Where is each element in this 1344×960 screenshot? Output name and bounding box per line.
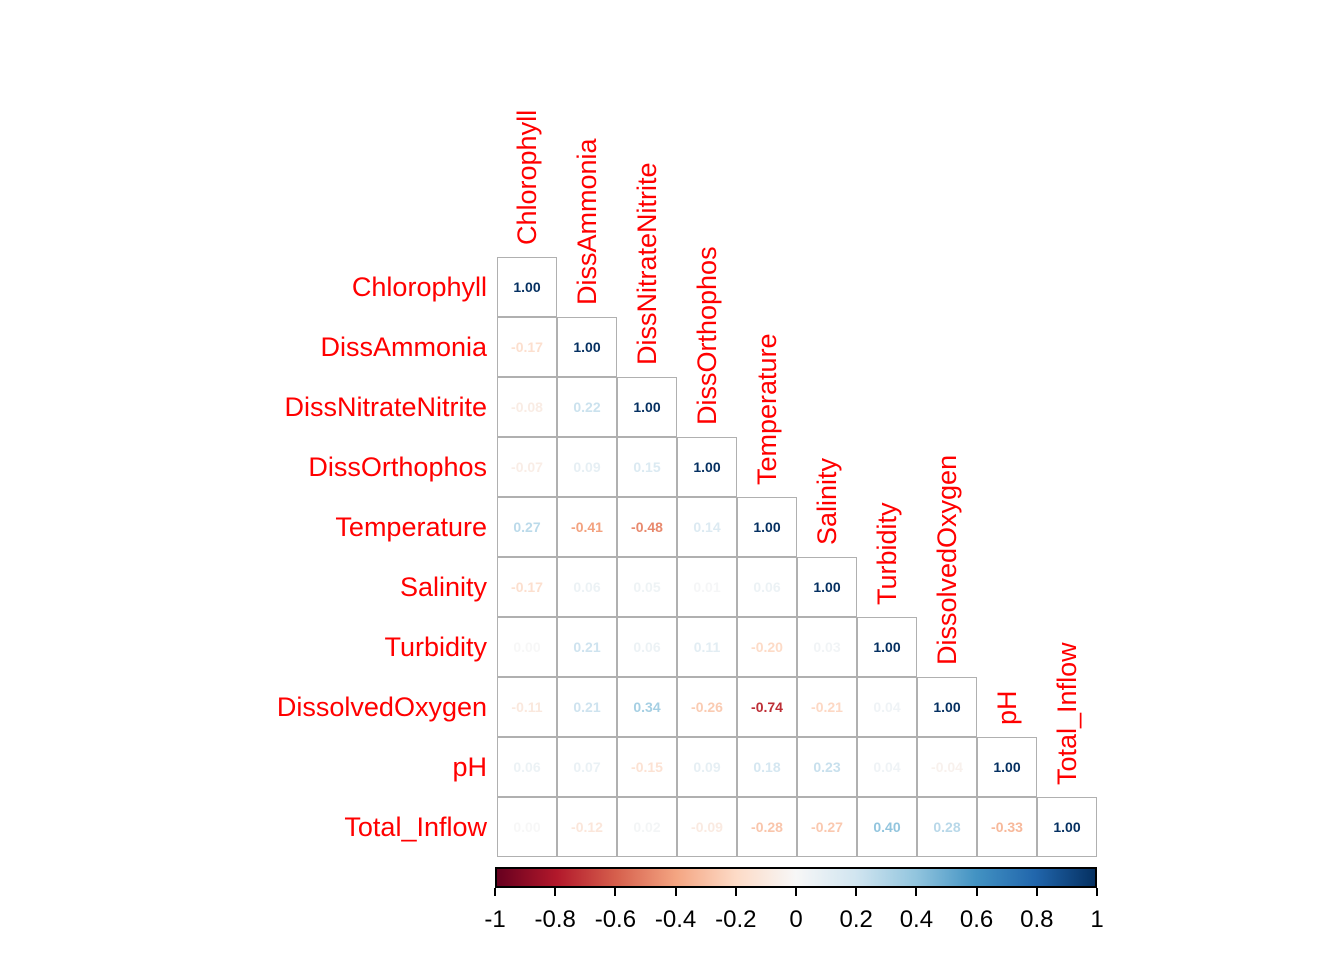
colorbar-tick bbox=[614, 888, 617, 896]
matrix-cell: -0.17 bbox=[497, 317, 557, 377]
matrix-cell: -0.33 bbox=[977, 797, 1037, 857]
colorbar-tick-label: -0.2 bbox=[715, 906, 757, 933]
row-label: Salinity bbox=[399, 572, 487, 602]
matrix-cell: -0.09 bbox=[677, 797, 737, 857]
matrix-cell: 0.27 bbox=[497, 497, 557, 557]
matrix-cell: 0.18 bbox=[737, 737, 797, 797]
row-label: DissNitrateNitrite bbox=[284, 392, 487, 422]
colorbar-tick-label: 1 bbox=[1090, 906, 1104, 933]
row-label: Chlorophyll bbox=[351, 272, 487, 302]
matrix-cell: 1.00 bbox=[1037, 797, 1097, 857]
matrix-cell: -0.11 bbox=[497, 677, 557, 737]
colorbar-tick-label: -1 bbox=[484, 906, 506, 933]
matrix-cell: 0.09 bbox=[677, 737, 737, 797]
colorbar-tick bbox=[915, 888, 918, 896]
colorbar-tick bbox=[1035, 888, 1038, 896]
matrix-cell: 1.00 bbox=[677, 437, 737, 497]
matrix-cell: 0.40 bbox=[857, 797, 917, 857]
matrix-cell: 1.00 bbox=[557, 317, 617, 377]
matrix-cell: 0.23 bbox=[797, 737, 857, 797]
matrix-cell: -0.27 bbox=[797, 797, 857, 857]
colorbar-tick-label: 0.6 bbox=[959, 906, 994, 933]
matrix-cell: 0.22 bbox=[557, 377, 617, 437]
matrix-cell: 0.06 bbox=[617, 617, 677, 677]
matrix-cell: 1.00 bbox=[797, 557, 857, 617]
matrix-cell: -0.41 bbox=[557, 497, 617, 557]
matrix-cell: 0.21 bbox=[557, 617, 617, 677]
matrix-cell: 0.01 bbox=[677, 557, 737, 617]
matrix-cell: -0.48 bbox=[617, 497, 677, 557]
matrix-cell: 0.03 bbox=[797, 617, 857, 677]
colorbar-tick-label: 0.8 bbox=[1020, 906, 1054, 933]
matrix-cell: 1.00 bbox=[497, 257, 557, 317]
column-label-text: Chlorophyll bbox=[512, 109, 542, 245]
colorbar-tick bbox=[494, 888, 496, 896]
colorbar-tick bbox=[734, 888, 737, 896]
matrix-cell: 0.11 bbox=[677, 617, 737, 677]
colorbar-tick bbox=[795, 888, 797, 896]
matrix-cell: -0.28 bbox=[737, 797, 797, 857]
column-label-text: DissolvedOxygen bbox=[932, 454, 962, 665]
matrix-cell: -0.17 bbox=[497, 557, 557, 617]
column-label-text: Temperature bbox=[752, 333, 782, 485]
row-label: pH bbox=[452, 752, 487, 782]
matrix-cell: 0.04 bbox=[857, 737, 917, 797]
matrix-cell: 0.28 bbox=[917, 797, 977, 857]
matrix-cell: -0.26 bbox=[677, 677, 737, 737]
row-label: Temperature bbox=[335, 512, 487, 542]
row-label: Total_Inflow bbox=[344, 812, 487, 842]
matrix-cell: -0.04 bbox=[917, 737, 977, 797]
matrix-cell: -0.21 bbox=[797, 677, 857, 737]
matrix-cell: 0.06 bbox=[497, 737, 557, 797]
colorbar-tick-label: 0.4 bbox=[899, 906, 934, 933]
column-label-text: DissOrthophos bbox=[692, 246, 722, 425]
colorbar-tick-label: -0.4 bbox=[654, 906, 697, 933]
matrix-cell: 1.00 bbox=[917, 677, 977, 737]
column-label-text: pH bbox=[992, 690, 1022, 725]
column-label-text: Turbidity bbox=[872, 502, 902, 605]
matrix-cell: 0.05 bbox=[617, 557, 677, 617]
matrix-cell: 0.34 bbox=[617, 677, 677, 737]
matrix-cell: -0.12 bbox=[557, 797, 617, 857]
matrix-cell: -0.07 bbox=[497, 437, 557, 497]
colorbar-tick bbox=[855, 888, 858, 896]
colorbar-tick bbox=[674, 888, 677, 896]
matrix-cell: 0.06 bbox=[737, 557, 797, 617]
colorbar-tick-label: -0.8 bbox=[534, 906, 576, 933]
matrix-cell: 0.15 bbox=[617, 437, 677, 497]
colorbar-tick bbox=[1096, 888, 1098, 896]
matrix-cell: 1.00 bbox=[617, 377, 677, 437]
matrix-cell: 0.07 bbox=[557, 737, 617, 797]
matrix-cell: 0.04 bbox=[857, 677, 917, 737]
matrix-cell: 1.00 bbox=[977, 737, 1037, 797]
colorbar-tick-label: 0.2 bbox=[839, 906, 873, 933]
colorbar-tick-label: -0.6 bbox=[594, 906, 637, 933]
colorbar-tick-label: 0 bbox=[789, 906, 803, 933]
row-label: Turbidity bbox=[384, 632, 487, 662]
matrix-cell: -0.15 bbox=[617, 737, 677, 797]
matrix-cell: 1.00 bbox=[857, 617, 917, 677]
matrix-cell: 0.09 bbox=[557, 437, 617, 497]
matrix-cell: -0.20 bbox=[737, 617, 797, 677]
column-label-text: Total_Inflow bbox=[1052, 642, 1082, 785]
column-label-text: Salinity bbox=[812, 457, 842, 545]
row-label: DissOrthophos bbox=[308, 452, 487, 482]
matrix-cell: 0.00 bbox=[497, 617, 557, 677]
row-label: DissAmmonia bbox=[320, 332, 487, 362]
matrix-cell: 0.02 bbox=[617, 797, 677, 857]
matrix-cell: 1.00 bbox=[737, 497, 797, 557]
colorbar-tick bbox=[975, 888, 978, 896]
row-label: DissolvedOxygen bbox=[276, 692, 487, 722]
column-label-text: DissNitrateNitrite bbox=[632, 162, 662, 365]
colorbar bbox=[495, 867, 1097, 888]
matrix-cell: 0.06 bbox=[557, 557, 617, 617]
column-label-text: DissAmmonia bbox=[572, 138, 602, 305]
matrix-cell: 0.14 bbox=[677, 497, 737, 557]
colorbar-tick bbox=[554, 888, 557, 896]
matrix-cell: 0.21 bbox=[557, 677, 617, 737]
matrix-cell: 0.00 bbox=[497, 797, 557, 857]
matrix-cell: -0.74 bbox=[737, 677, 797, 737]
matrix-cell: -0.08 bbox=[497, 377, 557, 437]
